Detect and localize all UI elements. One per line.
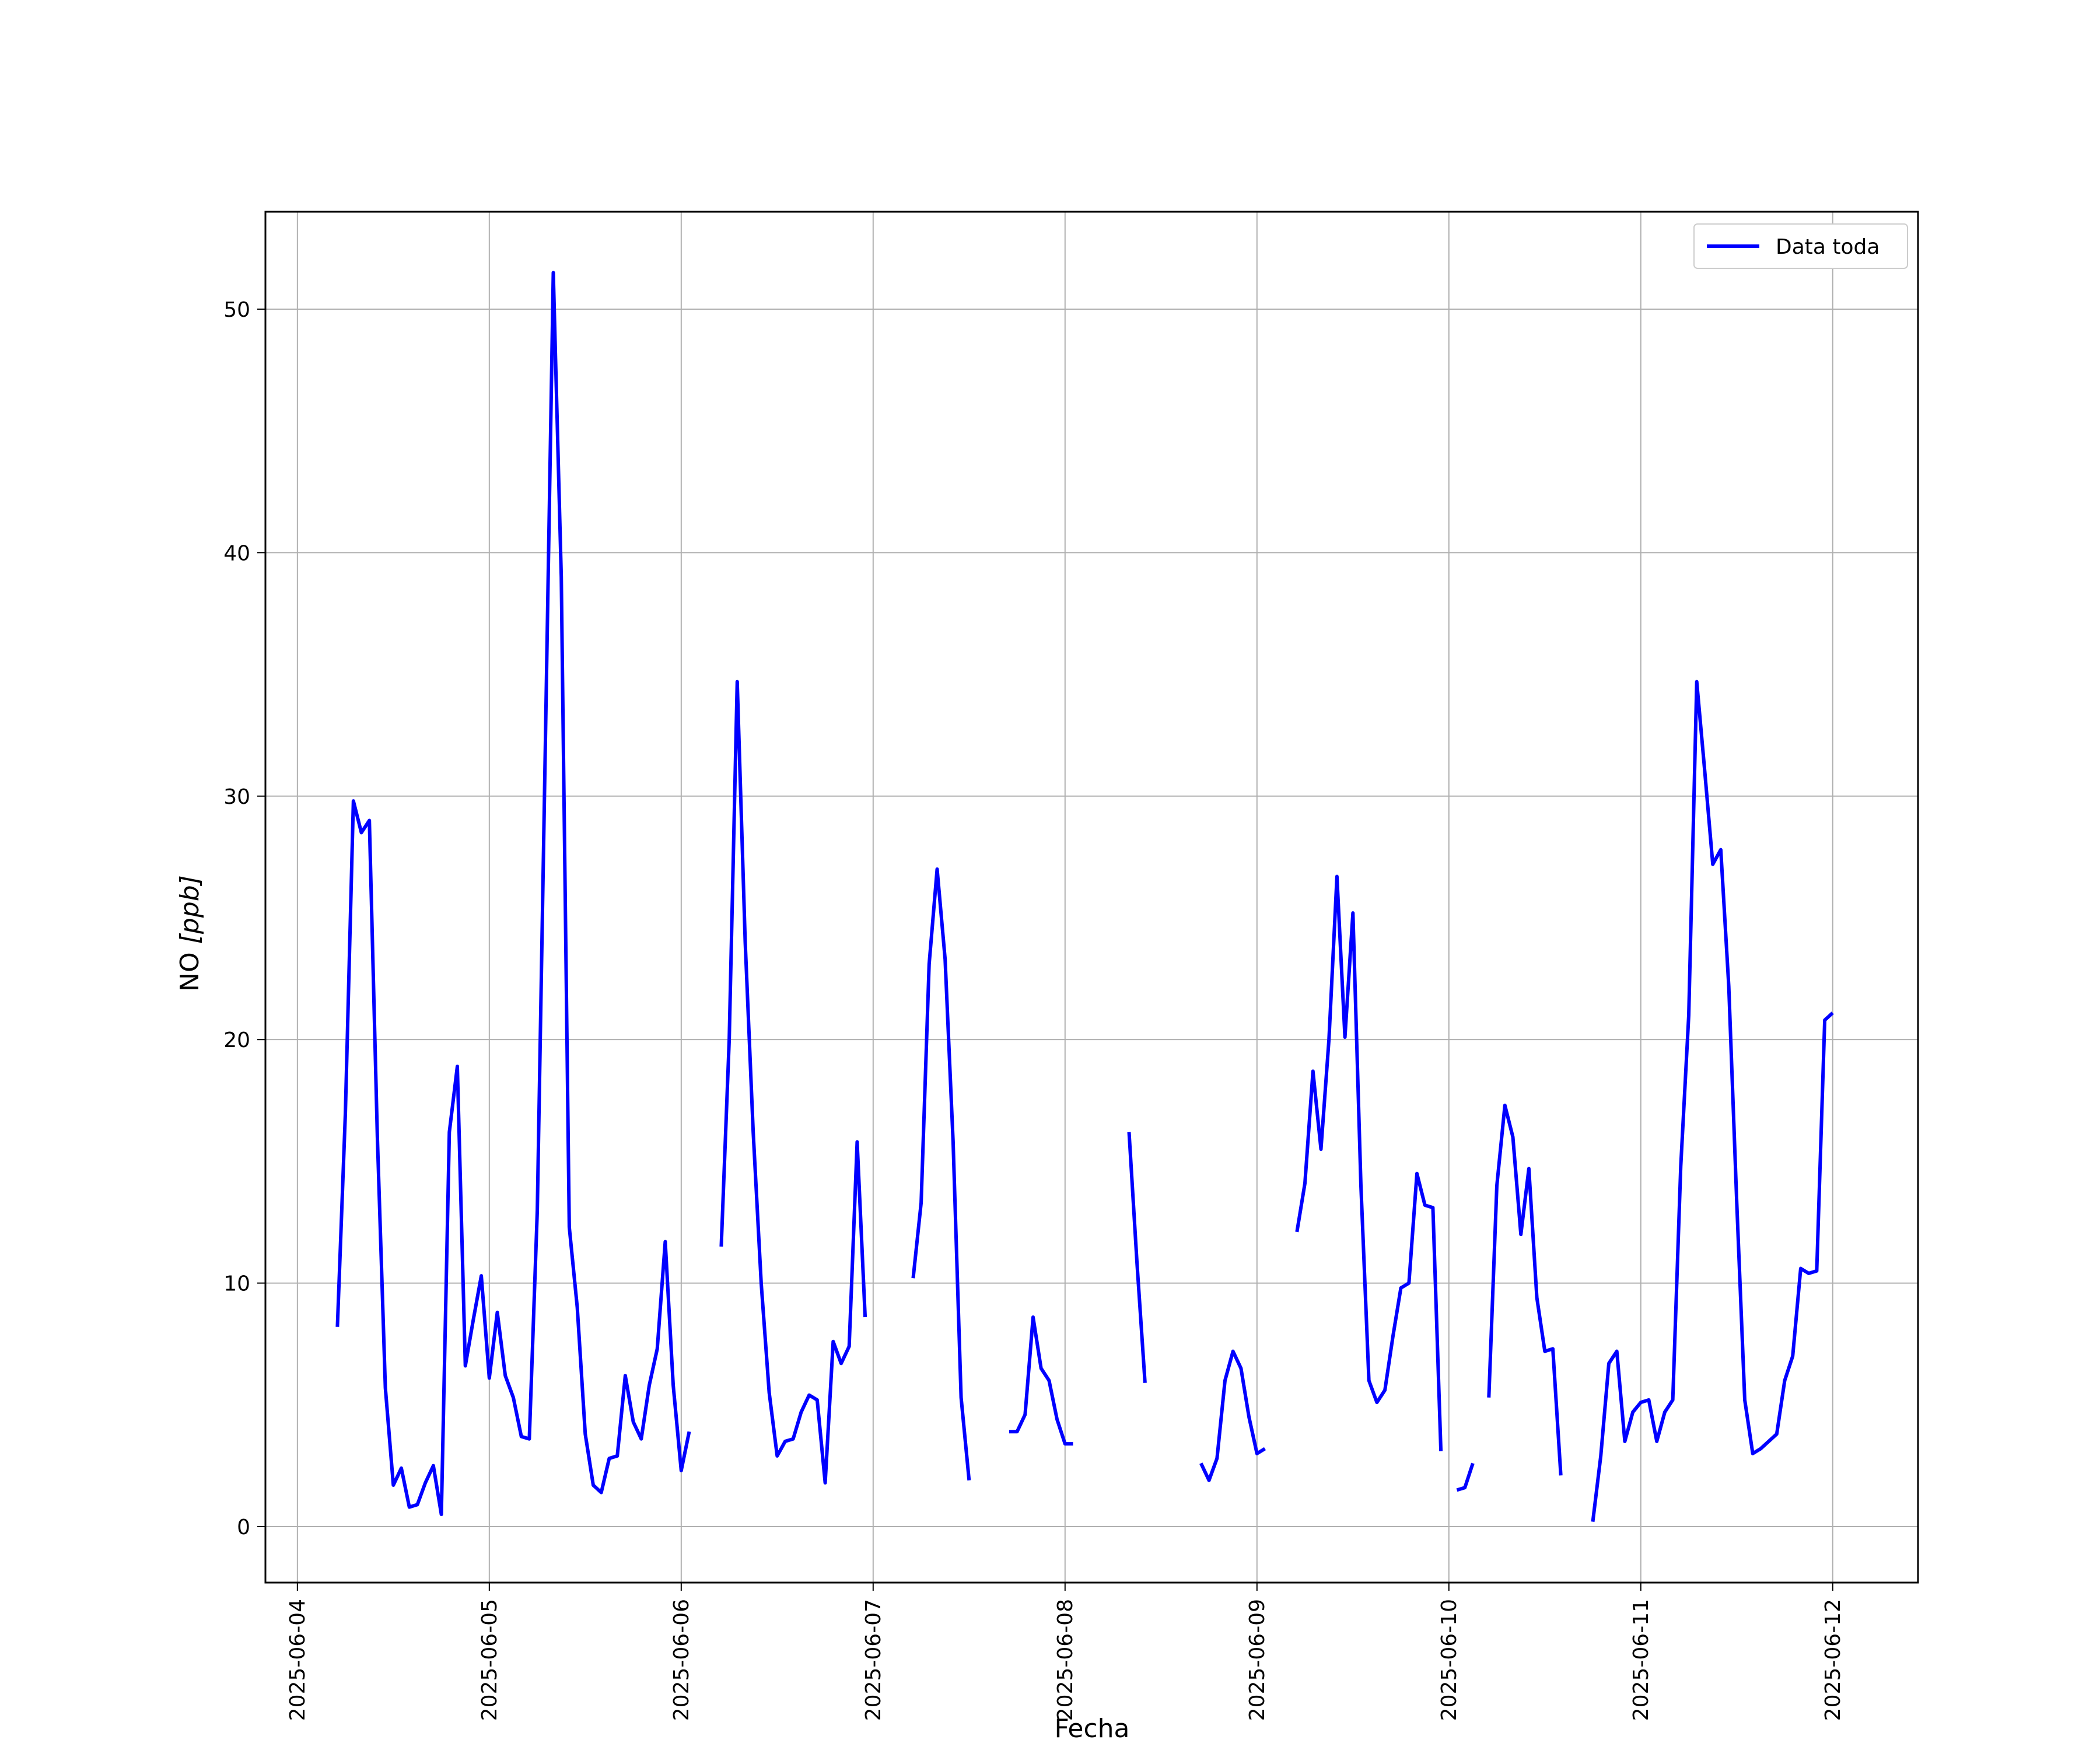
legend-label-data-toda: Data toda [1776, 235, 1880, 259]
series-line-segment [1487, 1103, 1563, 1476]
series-line-segment [911, 867, 971, 1480]
y-axis-label-unit: [ppb] [175, 875, 205, 944]
series-line-segment [1199, 1349, 1266, 1482]
legend: Data toda [1693, 223, 1908, 269]
plot-frame [264, 211, 1919, 1584]
series-line-segment [1127, 1132, 1147, 1383]
y-tick-label: 30 [223, 785, 250, 809]
x-tick-label: 2025-06-05 [478, 1599, 502, 1721]
series-lines [335, 271, 1834, 1522]
legend-box [1693, 223, 1908, 269]
series-line-segment [335, 271, 691, 1517]
x-tick-label: 2025-06-10 [1437, 1599, 1461, 1721]
y-tick-label: 10 [223, 1272, 250, 1296]
x-tick-label: 2025-06-04 [286, 1599, 310, 1721]
y-tick-label: 0 [237, 1516, 250, 1539]
series-line-segment [719, 680, 867, 1485]
y-tick-label: 40 [223, 541, 250, 565]
grid-lines [265, 212, 1918, 1583]
x-tick-label: 2025-06-09 [1245, 1599, 1269, 1721]
x-tick-label: 2025-06-12 [1821, 1599, 1845, 1721]
x-tick-label: 2025-06-08 [1054, 1599, 1077, 1721]
x-tick-label: 2025-06-11 [1629, 1599, 1653, 1721]
x-tick-label: 2025-06-07 [862, 1599, 886, 1721]
y-axis-label-quantity: NO [175, 944, 205, 992]
series-line-segment [1591, 680, 1834, 1522]
series-line-segment [1295, 874, 1443, 1451]
x-tick-label: 2025-06-06 [670, 1599, 694, 1721]
series-line-segment [1009, 1315, 1073, 1446]
x-axis-label: Fecha [1054, 1714, 1129, 1744]
y-tick-label: 50 [223, 298, 250, 322]
axis-ticks: 2025-06-04 2025-06-05 2025-06-06 2025-06-07… [223, 298, 1845, 1721]
y-tick-label: 20 [223, 1028, 250, 1052]
y-axis-label: NO [ppb] [175, 875, 205, 992]
series-line-segment [1456, 1462, 1475, 1492]
